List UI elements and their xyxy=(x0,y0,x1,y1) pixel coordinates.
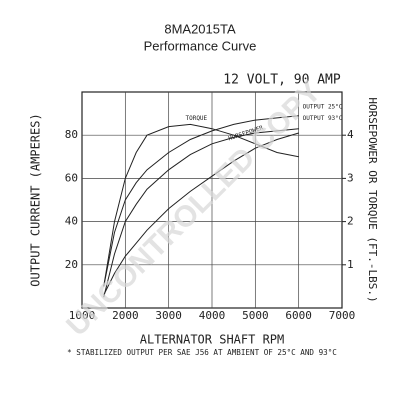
series-label: TORQUE xyxy=(185,115,207,122)
chart-title: 8MA2015TA xyxy=(164,21,236,36)
y2-tick-label: 4 xyxy=(347,128,354,141)
x-tick-label: 5000 xyxy=(242,309,269,322)
footnote: * STABILIZED OUTPUT PER SAE J56 AT AMBIE… xyxy=(67,348,337,357)
x-tick-label: 2000 xyxy=(112,309,139,322)
series-label: OUTPUT 25°C xyxy=(303,103,343,110)
y-tick-label: 60 xyxy=(65,171,78,184)
series-line xyxy=(103,115,299,287)
rating: 12 VOLT, 90 AMP xyxy=(223,73,341,88)
series-line xyxy=(103,132,299,296)
y2-tick-label: 1 xyxy=(347,258,354,271)
y-tick-label: 40 xyxy=(65,215,78,228)
x-tick-label: 3000 xyxy=(155,309,182,322)
y2-axis-label: HORSEPOWER OR TORQUE (FT.-LBS.) xyxy=(366,97,379,302)
series-line xyxy=(103,128,299,298)
y-tick-label: 20 xyxy=(65,258,78,271)
y-tick-label: 80 xyxy=(65,128,78,141)
x-tick-label: 6000 xyxy=(285,309,312,322)
series-line xyxy=(103,123,299,287)
x-axis-label: ALTERNATOR SHAFT RPM xyxy=(140,333,285,347)
x-tick-label: 4000 xyxy=(199,309,226,322)
x-tick-label: 7000 xyxy=(329,309,356,322)
x-tick-label: 1000 xyxy=(69,309,96,322)
y-axis-label: OUTPUT CURRENT (AMPERES) xyxy=(29,113,43,286)
chart-subtitle: Performance Curve xyxy=(144,38,257,53)
series-label: OUTPUT 93°C xyxy=(303,115,343,122)
y2-tick-label: 2 xyxy=(347,215,354,228)
y2-tick-label: 3 xyxy=(347,171,354,184)
